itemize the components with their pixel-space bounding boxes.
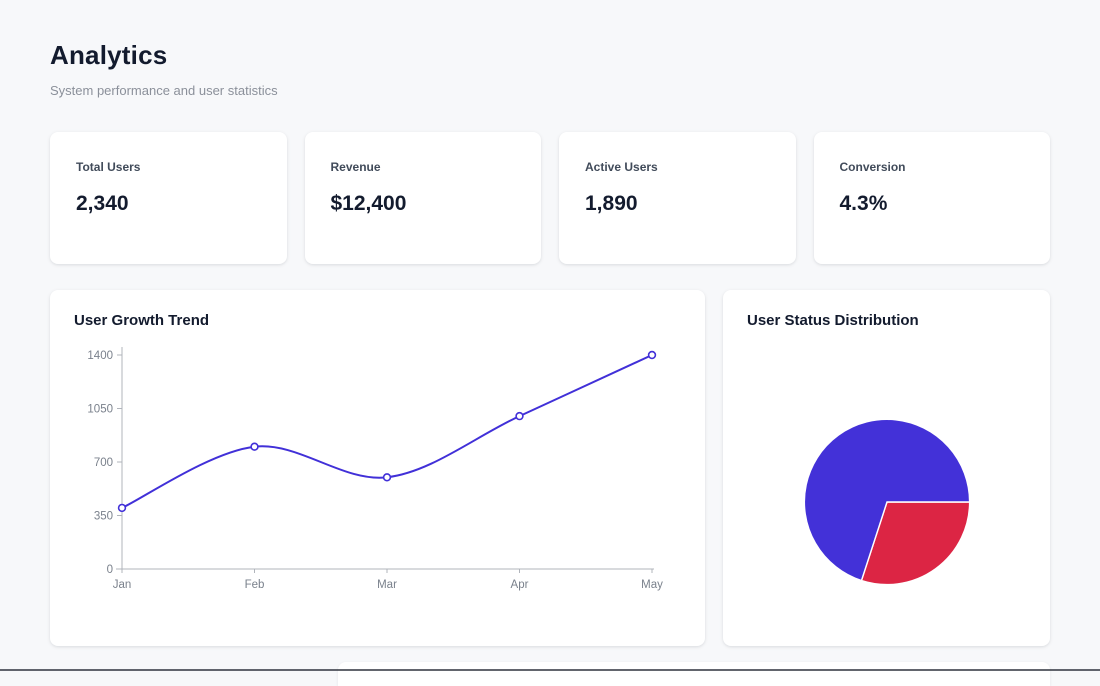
charts-row: User Growth Trend 0 350 700 1050 1400 Jan Feb M… — [50, 290, 1050, 646]
page-title: Analytics — [50, 40, 168, 70]
line-chart-title: User Growth Trend — [74, 312, 210, 329]
stat-label: Revenue — [330, 160, 381, 174]
line-chart: 0 350 700 1050 1400 Jan Feb Mar Apr May — [74, 341, 681, 608]
stat-value: 2,340 — [76, 192, 129, 215]
svg-text:Mar: Mar — [377, 579, 397, 591]
stat-label: Active Users — [585, 160, 658, 174]
stat-card-conversion: Conversion 4.3% — [813, 132, 1050, 264]
pie-slice-blue-segment — [803, 418, 970, 582]
stat-value: $12,400 — [330, 192, 407, 215]
line-chart-card: User Growth Trend 0 350 700 1050 1400 Jan Feb M… — [50, 290, 705, 646]
svg-text:350: 350 — [94, 511, 113, 523]
stat-card-total-users: Total Users 2,340 — [50, 132, 287, 264]
svg-text:Jan: Jan — [113, 579, 132, 591]
svg-text:Apr: Apr — [511, 579, 529, 591]
stat-label: Total Users — [76, 160, 141, 174]
partial-card-below-fold — [338, 662, 1050, 686]
stat-value: 1,890 — [585, 192, 638, 215]
pie-slice-red-segment — [860, 501, 970, 586]
window-bottom-edge — [0, 669, 1100, 671]
svg-text:May: May — [641, 579, 663, 591]
analytics-page: Analytics System performance and user st… — [50, 40, 1050, 646]
stat-label: Conversion — [839, 160, 906, 174]
pie-chart — [747, 407, 1026, 597]
svg-text:1050: 1050 — [87, 404, 113, 416]
svg-text:700: 700 — [94, 457, 113, 469]
stat-value: 4.3% — [839, 192, 888, 215]
svg-text:0: 0 — [107, 564, 113, 576]
stats-row: Total Users 2,340 Revenue $12,400 Active… — [50, 132, 1050, 264]
stat-card-revenue: Revenue $12,400 — [304, 132, 541, 264]
pie-chart-title: User Status Distribution — [747, 312, 919, 329]
svg-text:Feb: Feb — [245, 579, 265, 591]
pie-chart-card: User Status Distribution — [723, 290, 1050, 646]
svg-text:1400: 1400 — [87, 350, 113, 362]
stat-card-active-users: Active Users 1,890 — [559, 132, 796, 264]
page-header: Analytics System performance and user st… — [50, 40, 1050, 98]
page-subtitle: System performance and user statistics — [50, 83, 278, 98]
